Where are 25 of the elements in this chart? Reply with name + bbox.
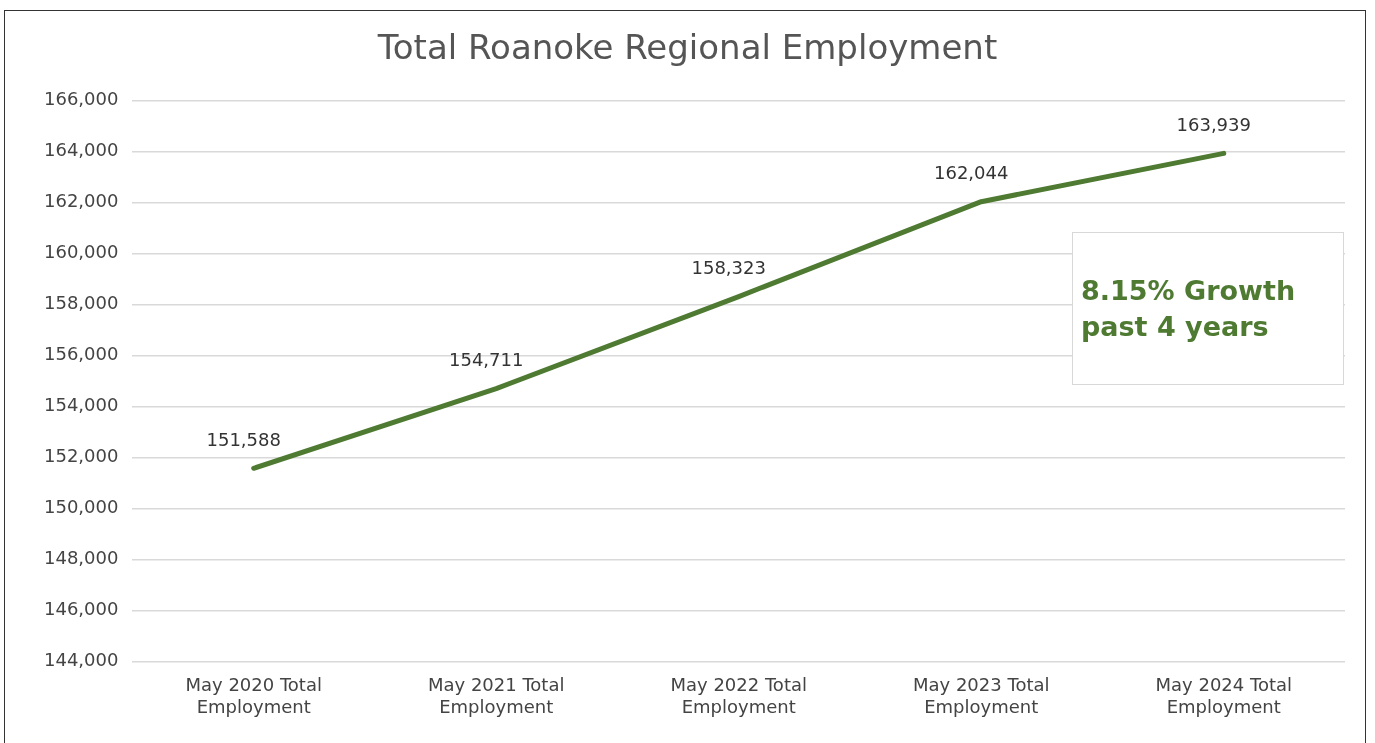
y-tick-label: 158,000 — [44, 292, 119, 314]
y-tick-label: 160,000 — [44, 241, 119, 263]
data-label: 154,711 — [448, 349, 524, 371]
y-tick-label: 148,000 — [44, 547, 119, 569]
x-tick-label: May 2024 Total Employment — [1155, 674, 1292, 717]
y-tick-label: 150,000 — [44, 496, 119, 518]
chart-title: Total Roanoke Regional Employment — [376, 27, 998, 68]
x-tick-label: May 2022 Total Employment — [670, 674, 807, 717]
callout-box: 8.15% Growth past 4 years — [1072, 232, 1344, 385]
y-tick-label: 144,000 — [44, 649, 119, 671]
data-label: 158,323 — [691, 257, 766, 279]
x-tick-label: May 2023 Total Employment — [912, 674, 1050, 717]
y-tick-label: 152,000 — [44, 445, 119, 467]
y-tick-label: 164,000 — [44, 139, 119, 161]
data-label: 163,939 — [1176, 114, 1251, 136]
x-tick-label: May 2020 Total Employment — [185, 674, 322, 717]
y-tick-label: 166,000 — [44, 88, 119, 110]
y-tick-label: 146,000 — [44, 598, 119, 620]
y-tick-label: 154,000 — [44, 394, 119, 416]
y-tick-label: 162,000 — [44, 190, 119, 212]
data-label: 151,588 — [206, 428, 281, 450]
annotation: 8.15% Growth past 4 years — [1081, 274, 1297, 344]
data-label: 162,044 — [934, 162, 1009, 184]
x-tick-label: May 2021 Total Employment — [427, 674, 565, 717]
y-tick-label: 156,000 — [44, 343, 119, 365]
